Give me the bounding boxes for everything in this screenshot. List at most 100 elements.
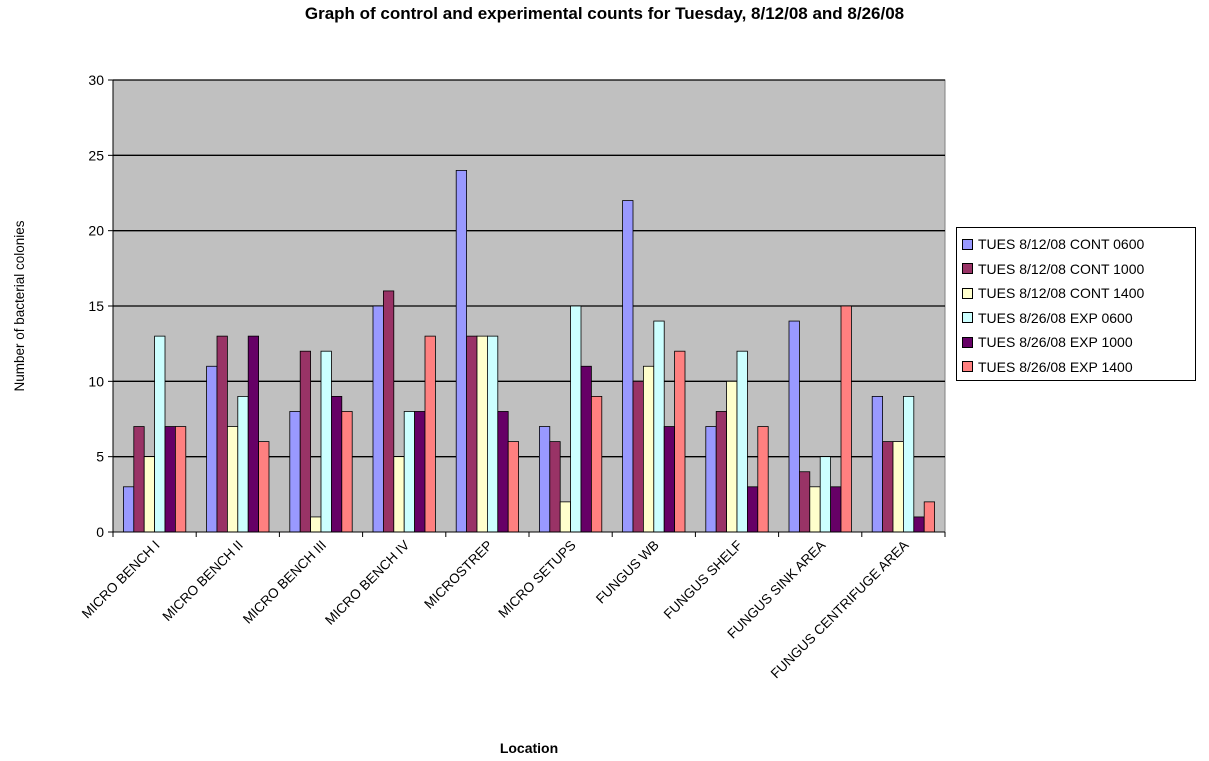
- bar: [507, 441, 520, 533]
- bar: [154, 335, 166, 533]
- bar: [799, 471, 811, 533]
- legend-item: TUES 8/12/08 CONT 1400: [962, 281, 1195, 306]
- bar: [830, 486, 842, 533]
- bar: [237, 395, 249, 533]
- bar: [882, 441, 894, 533]
- bar: [247, 335, 259, 533]
- bar: [393, 456, 405, 533]
- bar: [570, 305, 582, 533]
- bar: [424, 335, 436, 533]
- bar: [466, 335, 478, 533]
- y-tick-label: 15: [88, 298, 104, 314]
- legend-label: TUES 8/26/08 EXP 0600: [978, 309, 1133, 326]
- x-axis-label: Location: [500, 740, 558, 756]
- bars: [123, 169, 936, 533]
- bar: [226, 426, 239, 533]
- x-tick-label: MICRO BENCH I: [79, 538, 163, 622]
- bar: [819, 456, 832, 533]
- bar: [923, 501, 936, 533]
- y-tick-label: 0: [96, 524, 104, 540]
- bar: [414, 411, 426, 533]
- x-tick-label: FUNGUS WB: [593, 538, 662, 607]
- bar: [903, 395, 915, 533]
- bar: [133, 426, 145, 533]
- bar: [653, 320, 665, 533]
- bar: [726, 380, 738, 533]
- bar: [663, 426, 676, 533]
- bar: [580, 365, 592, 533]
- bar: [372, 305, 384, 533]
- bar: [622, 200, 634, 533]
- legend-swatch: [962, 238, 973, 250]
- bar: [216, 335, 228, 533]
- x-tick-label: MICRO BENCH IV: [322, 538, 412, 628]
- legend-item: TUES 8/12/08 CONT 1000: [962, 257, 1195, 282]
- y-tick-label: 30: [88, 72, 104, 88]
- legend-item: TUES 8/26/08 EXP 0600: [962, 306, 1195, 331]
- bar: [809, 486, 821, 533]
- bar: [455, 169, 468, 533]
- bar: [206, 365, 218, 533]
- bar: [330, 395, 343, 533]
- axes: [108, 79, 946, 537]
- y-tick-label: 5: [96, 449, 104, 465]
- bar: [591, 395, 603, 533]
- bar: [341, 411, 353, 533]
- bar: [320, 350, 332, 533]
- bar: [539, 426, 551, 533]
- bar: [123, 486, 135, 533]
- bar: [403, 411, 416, 533]
- x-tick-label: MICRO SETUPS: [495, 538, 578, 621]
- bar: [497, 411, 509, 533]
- x-tick-label: MICRO BENCH II: [159, 538, 245, 624]
- chart-title: Graph of control and experimental counts…: [304, 4, 905, 23]
- bar: [871, 395, 884, 533]
- legend-label: TUES 8/26/08 EXP 1400: [978, 358, 1133, 375]
- bar: [674, 350, 686, 533]
- bar: [788, 320, 800, 533]
- legend-item: TUES 8/26/08 EXP 1400: [962, 355, 1195, 380]
- legend-label: TUES 8/12/08 CONT 1000: [978, 260, 1145, 277]
- legend-label: TUES 8/26/08 EXP 1000: [978, 334, 1133, 351]
- bar: [299, 350, 312, 533]
- bar: [705, 426, 717, 533]
- bar: [476, 335, 488, 533]
- y-tick-labels: 0 5 10 15 20 25 30: [88, 72, 104, 540]
- y-tick-label: 10: [88, 373, 104, 389]
- bar: [164, 426, 176, 533]
- legend-swatch: [962, 263, 973, 275]
- x-tick-label: FUNGUS CENTRIFUGE AREA: [768, 538, 912, 682]
- x-tick-label: MICROSTREP: [421, 538, 495, 612]
- legend-label: TUES 8/12/08 CONT 1400: [978, 285, 1145, 302]
- bar: [643, 365, 655, 533]
- legend: TUES 8/12/08 CONT 0600 TUES 8/12/08 CONT …: [956, 227, 1196, 381]
- bar: [913, 516, 925, 533]
- bar: [174, 426, 187, 533]
- bar: [840, 305, 852, 533]
- bar: [632, 380, 644, 533]
- y-tick-label: 20: [88, 223, 104, 239]
- legend-item: TUES 8/26/08 EXP 1000: [962, 330, 1195, 355]
- x-tick-label: FUNGUS SHELF: [661, 538, 745, 622]
- bar: [892, 441, 904, 533]
- legend-swatch: [962, 312, 973, 324]
- bar: [559, 501, 572, 533]
- legend-label: TUES 8/12/08 CONT 0600: [978, 236, 1145, 253]
- y-tick-label: 25: [88, 147, 104, 163]
- bar: [382, 290, 395, 533]
- bar: [757, 426, 769, 533]
- legend-swatch: [962, 287, 973, 299]
- bar: [258, 441, 270, 533]
- legend-swatch: [962, 336, 973, 348]
- y-axis-label: Number of bacterial colonies: [12, 220, 27, 391]
- bar: [747, 486, 759, 533]
- bar: [289, 411, 301, 533]
- bar: [736, 350, 748, 533]
- bar: [310, 516, 322, 533]
- bar: [715, 411, 728, 533]
- bar: [143, 456, 155, 533]
- x-tick-label: MICRO BENCH III: [240, 538, 329, 627]
- legend-swatch: [962, 361, 973, 373]
